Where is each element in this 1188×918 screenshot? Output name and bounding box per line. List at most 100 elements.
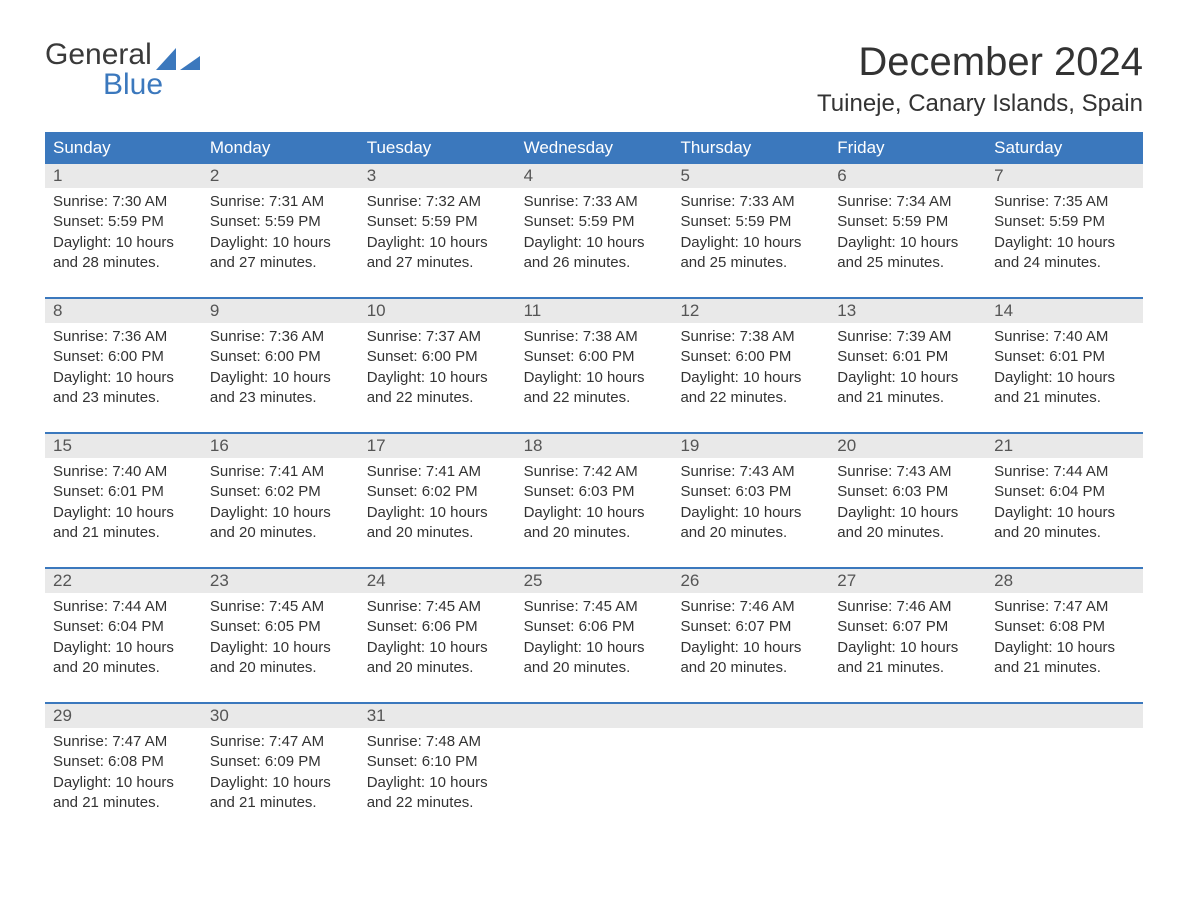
daylight-line-2: and 25 minutes. <box>676 253 825 273</box>
daylight-line-1: Daylight: 10 hours <box>49 773 198 793</box>
day-cell: 19Sunrise: 7:43 AMSunset: 6:03 PMDayligh… <box>672 434 829 553</box>
sunrise-line: Sunrise: 7:38 AM <box>520 327 669 347</box>
sunset-line: Sunset: 6:01 PM <box>833 347 982 367</box>
day-number: 31 <box>359 704 516 728</box>
day-number: 21 <box>986 434 1143 458</box>
daylight-line-1: Daylight: 10 hours <box>363 638 512 658</box>
day-cell: 8Sunrise: 7:36 AMSunset: 6:00 PMDaylight… <box>45 299 202 418</box>
day-cell: 24Sunrise: 7:45 AMSunset: 6:06 PMDayligh… <box>359 569 516 688</box>
day-number: 22 <box>45 569 202 593</box>
sunrise-line: Sunrise: 7:45 AM <box>206 597 355 617</box>
sunrise-line: Sunrise: 7:32 AM <box>363 192 512 212</box>
week-row: 15Sunrise: 7:40 AMSunset: 6:01 PMDayligh… <box>45 432 1143 553</box>
day-number: 17 <box>359 434 516 458</box>
sunset-line: Sunset: 5:59 PM <box>49 212 198 232</box>
daylight-line-1: Daylight: 10 hours <box>833 503 982 523</box>
brand-logo: General Blue <box>45 40 200 100</box>
daylight-line-2: and 20 minutes. <box>363 523 512 543</box>
daylight-line-1: Daylight: 10 hours <box>676 368 825 388</box>
sunrise-line: Sunrise: 7:39 AM <box>833 327 982 347</box>
day-number: 6 <box>829 164 986 188</box>
sunset-line: Sunset: 6:02 PM <box>363 482 512 502</box>
daylight-line-2: and 20 minutes. <box>520 658 669 678</box>
sunrise-line: Sunrise: 7:48 AM <box>363 732 512 752</box>
daylight-line-2: and 20 minutes. <box>363 658 512 678</box>
day-cell: 16Sunrise: 7:41 AMSunset: 6:02 PMDayligh… <box>202 434 359 553</box>
daylight-line-1: Daylight: 10 hours <box>206 368 355 388</box>
sunrise-line: Sunrise: 7:33 AM <box>676 192 825 212</box>
daylight-line-1: Daylight: 10 hours <box>206 638 355 658</box>
calendar: SundayMondayTuesdayWednesdayThursdayFrid… <box>45 132 1143 823</box>
daylight-line-2: and 21 minutes. <box>49 523 198 543</box>
sunset-line: Sunset: 6:03 PM <box>520 482 669 502</box>
day-number: 25 <box>516 569 673 593</box>
sunrise-line: Sunrise: 7:45 AM <box>520 597 669 617</box>
sunrise-line: Sunrise: 7:43 AM <box>833 462 982 482</box>
daylight-line-1: Daylight: 10 hours <box>49 638 198 658</box>
daylight-line-2: and 20 minutes. <box>520 523 669 543</box>
day-cell: 6Sunrise: 7:34 AMSunset: 5:59 PMDaylight… <box>829 164 986 283</box>
day-cell: 5Sunrise: 7:33 AMSunset: 5:59 PMDaylight… <box>672 164 829 283</box>
day-number: 27 <box>829 569 986 593</box>
daylight-line-1: Daylight: 10 hours <box>676 503 825 523</box>
empty-day-cell <box>829 704 986 823</box>
day-cell: 31Sunrise: 7:48 AMSunset: 6:10 PMDayligh… <box>359 704 516 823</box>
daylight-line-1: Daylight: 10 hours <box>833 368 982 388</box>
day-cell: 9Sunrise: 7:36 AMSunset: 6:00 PMDaylight… <box>202 299 359 418</box>
sunset-line: Sunset: 6:03 PM <box>676 482 825 502</box>
sunrise-line: Sunrise: 7:38 AM <box>676 327 825 347</box>
sunrise-line: Sunrise: 7:31 AM <box>206 192 355 212</box>
day-number: 9 <box>202 299 359 323</box>
sunset-line: Sunset: 6:05 PM <box>206 617 355 637</box>
sunset-line: Sunset: 6:00 PM <box>676 347 825 367</box>
sunrise-line: Sunrise: 7:44 AM <box>990 462 1139 482</box>
daylight-line-1: Daylight: 10 hours <box>520 503 669 523</box>
day-number: 11 <box>516 299 673 323</box>
daylight-line-1: Daylight: 10 hours <box>363 368 512 388</box>
day-number: 8 <box>45 299 202 323</box>
daylight-line-2: and 28 minutes. <box>49 253 198 273</box>
day-cell: 30Sunrise: 7:47 AMSunset: 6:09 PMDayligh… <box>202 704 359 823</box>
sunrise-line: Sunrise: 7:37 AM <box>363 327 512 347</box>
sunset-line: Sunset: 6:06 PM <box>520 617 669 637</box>
day-number: 15 <box>45 434 202 458</box>
day-cell: 12Sunrise: 7:38 AMSunset: 6:00 PMDayligh… <box>672 299 829 418</box>
daylight-line-2: and 22 minutes. <box>676 388 825 408</box>
day-number: 4 <box>516 164 673 188</box>
daylight-line-1: Daylight: 10 hours <box>990 233 1139 253</box>
title-block: December 2024 Tuineje, Canary Islands, S… <box>817 40 1143 118</box>
week-row: 22Sunrise: 7:44 AMSunset: 6:04 PMDayligh… <box>45 567 1143 688</box>
brand-sail-icon <box>156 46 200 70</box>
sunset-line: Sunset: 6:07 PM <box>676 617 825 637</box>
weekday-header: Monday <box>202 132 359 164</box>
weekday-header: Thursday <box>672 132 829 164</box>
daylight-line-1: Daylight: 10 hours <box>363 503 512 523</box>
sunset-line: Sunset: 5:59 PM <box>206 212 355 232</box>
sunrise-line: Sunrise: 7:45 AM <box>363 597 512 617</box>
daylight-line-1: Daylight: 10 hours <box>363 233 512 253</box>
sunset-line: Sunset: 6:00 PM <box>206 347 355 367</box>
daylight-line-2: and 20 minutes. <box>206 658 355 678</box>
daylight-line-1: Daylight: 10 hours <box>990 638 1139 658</box>
daylight-line-1: Daylight: 10 hours <box>990 503 1139 523</box>
day-number: 3 <box>359 164 516 188</box>
day-cell: 20Sunrise: 7:43 AMSunset: 6:03 PMDayligh… <box>829 434 986 553</box>
sunset-line: Sunset: 6:04 PM <box>49 617 198 637</box>
week-row: 29Sunrise: 7:47 AMSunset: 6:08 PMDayligh… <box>45 702 1143 823</box>
daylight-line-1: Daylight: 10 hours <box>520 368 669 388</box>
sunrise-line: Sunrise: 7:40 AM <box>49 462 198 482</box>
sunset-line: Sunset: 6:10 PM <box>363 752 512 772</box>
sunrise-line: Sunrise: 7:36 AM <box>49 327 198 347</box>
sunset-line: Sunset: 5:59 PM <box>520 212 669 232</box>
day-number: 28 <box>986 569 1143 593</box>
day-number: 1 <box>45 164 202 188</box>
week-row: 8Sunrise: 7:36 AMSunset: 6:00 PMDaylight… <box>45 297 1143 418</box>
day-number: 13 <box>829 299 986 323</box>
brand-word-2: Blue <box>45 70 200 100</box>
month-title: December 2024 <box>817 40 1143 84</box>
weeks-container: 1Sunrise: 7:30 AMSunset: 5:59 PMDaylight… <box>45 164 1143 823</box>
day-cell: 4Sunrise: 7:33 AMSunset: 5:59 PMDaylight… <box>516 164 673 283</box>
daylight-line-1: Daylight: 10 hours <box>990 368 1139 388</box>
daylight-line-1: Daylight: 10 hours <box>206 503 355 523</box>
day-cell: 18Sunrise: 7:42 AMSunset: 6:03 PMDayligh… <box>516 434 673 553</box>
